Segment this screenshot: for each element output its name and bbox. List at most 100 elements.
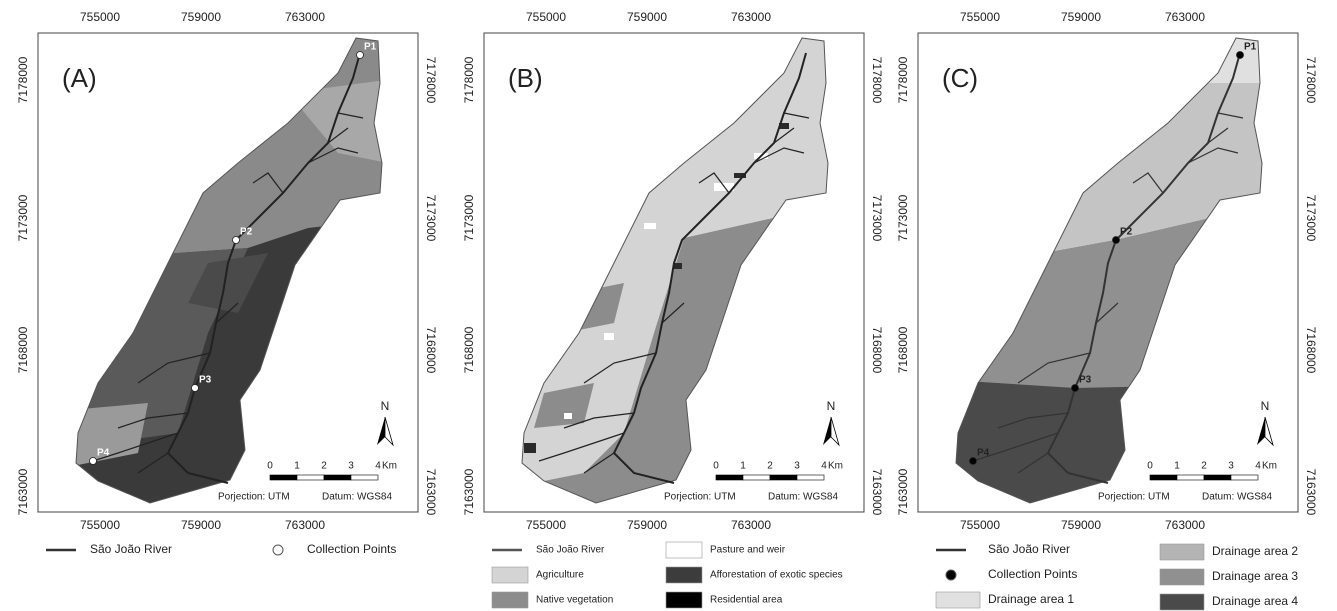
scale-label: 3 <box>1228 461 1234 472</box>
legend-label: Residential area <box>710 595 783 606</box>
y-tick-label: 7178000 <box>16 56 30 103</box>
legend-label: Drainage area 4 <box>1212 594 1298 608</box>
datum: Datum: WGS84 <box>768 492 838 503</box>
legend-swatch <box>666 567 702 583</box>
legend-label: Afforestation of exotic species <box>710 570 843 581</box>
north-label: N <box>827 399 836 413</box>
datum: Datum: WGS84 <box>322 492 392 503</box>
legend-label: Native vegetation <box>536 595 613 606</box>
scale-segment <box>1150 475 1177 480</box>
y-tick-label: 7173000 <box>896 194 910 241</box>
scale-label: 1 <box>740 461 746 472</box>
collection-point <box>357 52 364 59</box>
panel-label: (B) <box>508 63 543 93</box>
scale-segment <box>297 475 324 480</box>
land-patch <box>674 263 682 269</box>
figure: P1 P2 P3 P4 (A) 755000 755000 759000 759000 76300… <box>0 0 1337 611</box>
land-patch <box>524 443 536 453</box>
legend-swatch <box>1160 569 1204 585</box>
scale-segment <box>1204 475 1231 480</box>
point-label: P3 <box>199 375 212 386</box>
legend-swatch <box>946 570 956 580</box>
y-tick-label: 7163000 <box>870 469 884 516</box>
x-tick-label: 755000 <box>80 518 120 532</box>
x-tick-label: 759000 <box>1061 10 1101 24</box>
scale-label: 2 <box>1201 461 1207 472</box>
scale-segment <box>797 475 824 480</box>
panel-label: (C) <box>942 63 978 93</box>
legend-label: Pasture and weir <box>710 545 786 556</box>
y-tick-label: 7168000 <box>896 326 910 373</box>
y-tick-label: 7178000 <box>896 56 910 103</box>
scale-label: 4 <box>375 461 381 472</box>
y-tick-label: 7168000 <box>424 327 438 374</box>
scale-label: 4 <box>1255 461 1261 472</box>
y-tick-label: 7163000 <box>1304 469 1318 516</box>
map-panel: P1P2P3P4(C)75500075500075900075900076300… <box>896 10 1318 610</box>
legend-swatch <box>1160 594 1204 610</box>
y-tick-label: 7178000 <box>462 56 476 103</box>
scale-label: 0 <box>1147 461 1153 472</box>
y-tick-label: 7163000 <box>896 468 910 515</box>
legend-label: Collection Points <box>307 542 396 556</box>
collection-point <box>970 458 977 465</box>
legend-label: São João River <box>988 542 1070 556</box>
x-tick-label: 759000 <box>627 10 667 24</box>
y-tick-label: 7168000 <box>462 326 476 373</box>
scale-segment <box>324 475 351 480</box>
scale-label: 1 <box>294 461 300 472</box>
projection: Porjection: UTM <box>1098 492 1170 503</box>
y-tick-label: 7173000 <box>424 195 438 242</box>
legend-swatch <box>936 592 980 608</box>
x-tick-label: 763000 <box>731 10 771 24</box>
legend-swatch <box>1160 544 1204 560</box>
point-label: P2 <box>1120 227 1133 238</box>
collection-point <box>90 458 97 465</box>
y-tick-label: 7163000 <box>424 469 438 516</box>
scale-label: 4 <box>821 461 827 472</box>
map-panel: P1P2P3P4(A)75500075500075900075900076300… <box>16 10 438 556</box>
x-tick-label: 759000 <box>181 518 221 532</box>
x-tick-label: 763000 <box>285 518 325 532</box>
legend-label: Drainage area 3 <box>1212 569 1298 583</box>
legend-label: São João River <box>536 545 605 556</box>
collection-point <box>233 237 240 244</box>
projection: Porjection: UTM <box>218 492 290 503</box>
panel-label: (A) <box>62 63 97 93</box>
land-patch <box>564 413 572 419</box>
scale-label: 0 <box>267 461 273 472</box>
x-tick-label: 755000 <box>960 518 1000 532</box>
land-patch <box>644 223 656 229</box>
datum: Datum: WGS84 <box>1202 492 1272 503</box>
x-tick-label: 763000 <box>731 518 771 532</box>
y-tick-label: 7173000 <box>870 195 884 242</box>
y-tick-label: 7163000 <box>462 468 476 515</box>
x-tick-label: 755000 <box>960 10 1000 24</box>
land-patch <box>604 333 614 340</box>
projection: Porjection: UTM <box>664 492 736 503</box>
point-label: P4 <box>977 448 990 459</box>
scale-unit: Km <box>382 461 397 472</box>
y-tick-label: 7173000 <box>462 194 476 241</box>
legend-label: Drainage area 1 <box>988 592 1074 606</box>
x-tick-label: 763000 <box>285 10 325 24</box>
scale-segment <box>743 475 770 480</box>
legend-label: Collection Points <box>988 567 1077 581</box>
x-tick-label: 763000 <box>1165 10 1205 24</box>
scale-label: 3 <box>348 461 354 472</box>
scale-segment <box>716 475 743 480</box>
scale-label: 1 <box>1174 461 1180 472</box>
legend-label: Agriculture <box>536 570 584 581</box>
legend-swatch <box>492 592 528 608</box>
point-label: P2 <box>240 227 253 238</box>
scale-label: 2 <box>321 461 327 472</box>
collection-point <box>1113 237 1120 244</box>
y-tick-label: 7168000 <box>870 327 884 374</box>
scale-segment <box>1231 475 1258 480</box>
y-tick-label: 7178000 <box>1304 57 1318 104</box>
point-label: P4 <box>97 448 110 459</box>
y-tick-label: 7168000 <box>16 326 30 373</box>
x-tick-label: 759000 <box>627 518 667 532</box>
scale-unit: Km <box>828 461 843 472</box>
point-label: P1 <box>364 42 377 53</box>
